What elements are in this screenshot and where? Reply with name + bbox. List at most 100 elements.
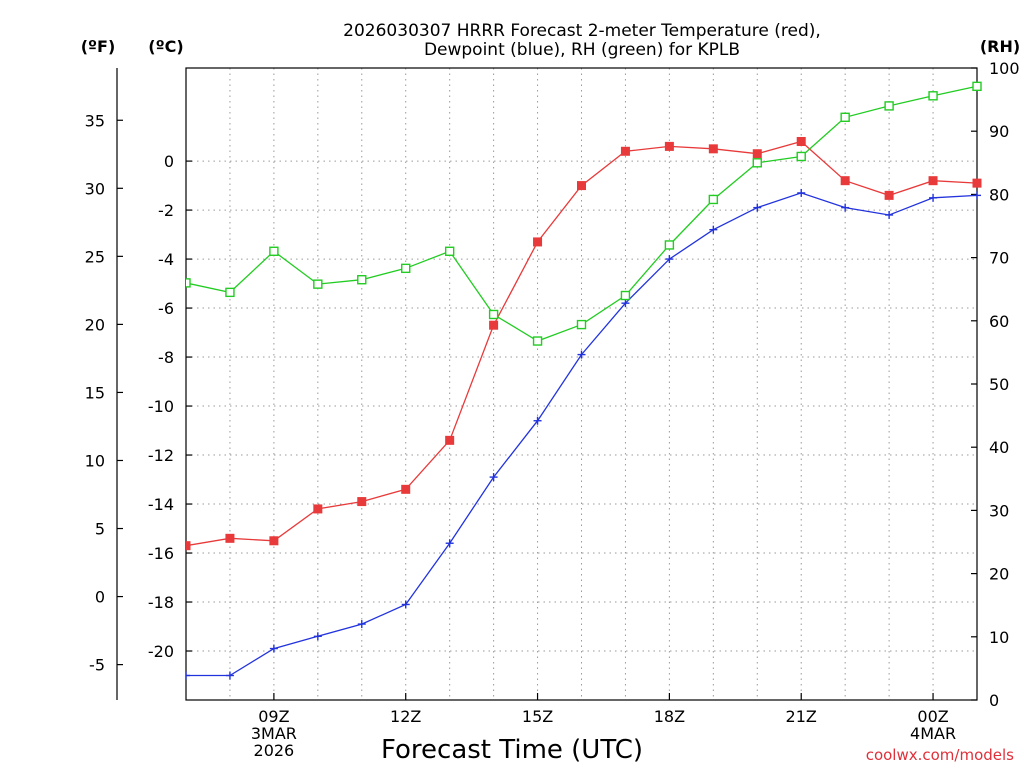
rh-point — [186, 278, 191, 288]
series-line-rh — [186, 85, 978, 342]
dewpoint-point — [665, 255, 674, 264]
fahrenheit-tick-label: 5 — [95, 520, 105, 539]
rh-point — [313, 279, 323, 289]
temperature-point — [972, 178, 982, 188]
rh-tick-label: 20 — [989, 565, 1009, 584]
temperature-point — [225, 533, 235, 543]
rh-point — [796, 151, 806, 162]
rh-tick-label: 50 — [989, 375, 1009, 394]
series-dewpoint — [186, 188, 981, 680]
rh-tick-label: 90 — [989, 122, 1009, 141]
rh-tick-label: 40 — [989, 438, 1009, 457]
rh-point — [576, 319, 587, 330]
x-tick-label: 2026 — [254, 741, 295, 760]
celsius-tick-label: -16 — [148, 544, 174, 563]
series-rh — [186, 81, 982, 346]
temperature-point — [401, 484, 411, 494]
dewpoint-point — [445, 539, 454, 548]
celsius-tick-label: -4 — [158, 250, 174, 269]
temperature-point — [928, 176, 938, 186]
temperature-point — [620, 146, 630, 156]
rh-point — [532, 336, 543, 346]
fahrenheit-tick-label: 20 — [85, 315, 105, 334]
x-tick-label: 15Z — [522, 707, 553, 726]
temperature-point — [445, 435, 455, 445]
celsius-tick-label: -10 — [148, 397, 174, 416]
celsius-unit-label: (ºC) — [148, 37, 183, 56]
temperature-point — [533, 237, 543, 247]
temperature-point — [186, 541, 191, 551]
dewpoint-point — [489, 473, 498, 482]
rh-point — [269, 246, 279, 256]
dewpoint-point — [753, 203, 762, 212]
series-line-dewpoint — [186, 192, 978, 677]
series-temperature — [186, 136, 982, 551]
rh-tick-label: 100 — [989, 59, 1020, 78]
temperature-point — [313, 504, 323, 514]
rh-tick-label: 30 — [989, 501, 1009, 520]
fahrenheit-tick-label: -5 — [89, 656, 105, 675]
axes: 35 30 25 20 15 10 50 -5 0 -2 -4 -6 -8 -10 -12 -14 -16 -18… — [85, 59, 1020, 760]
temperature-point — [752, 149, 762, 159]
rh-point — [752, 158, 762, 168]
rh-point — [620, 290, 631, 301]
dewpoint-point — [225, 671, 234, 680]
celsius-tick-label: -12 — [148, 446, 174, 465]
rh-point — [840, 112, 850, 122]
dewpoint-point — [401, 600, 410, 609]
chart-title: 2026030307 HRRR Forecast 2-meter Tempera… — [343, 21, 821, 60]
celsius-tick-label: -8 — [158, 348, 174, 367]
temperature-point — [577, 181, 586, 191]
rh-tick-label: 0 — [989, 691, 999, 710]
rh-point — [444, 246, 455, 256]
fahrenheit-tick-label: 30 — [85, 179, 105, 198]
temperature-point — [489, 320, 499, 330]
rh-tick-label: 60 — [989, 312, 1009, 331]
dewpoint-point — [973, 191, 981, 200]
temperature-point — [357, 497, 367, 507]
dewpoint-point — [621, 299, 630, 308]
data-series — [186, 81, 982, 680]
celsius-tick-label: -14 — [148, 495, 174, 514]
rh-point — [708, 194, 719, 205]
x-tick-label: 18Z — [654, 707, 685, 726]
rh-tick-label: 10 — [989, 628, 1009, 647]
dewpoint-point — [885, 210, 894, 219]
celsius-tick-label: -2 — [158, 201, 174, 220]
celsius-tick-label: -20 — [148, 642, 174, 661]
rh-point — [225, 287, 235, 298]
rh-point — [357, 275, 367, 285]
x-tick-label: 12Z — [390, 707, 421, 726]
celsius-tick-label: -6 — [158, 299, 174, 318]
temperature-point — [884, 190, 894, 200]
x-tick-label: 4MAR — [910, 724, 956, 743]
rh-point — [401, 263, 411, 274]
dewpoint-point — [929, 193, 938, 202]
fahrenheit-unit-label: (ºF) — [81, 37, 116, 56]
dewpoint-point — [577, 350, 586, 359]
rh-point — [972, 81, 982, 92]
dewpoint-point — [533, 416, 542, 425]
dewpoint-point — [313, 632, 322, 641]
chart-title-line-2: Dewpoint (blue), RH (green) for KPLB — [424, 40, 740, 60]
rh-tick-label: 80 — [989, 185, 1009, 204]
rh-point — [488, 309, 499, 320]
dewpoint-point — [357, 620, 366, 629]
rh-point — [884, 101, 894, 111]
fahrenheit-tick-label: 15 — [85, 383, 105, 402]
temperature-point — [796, 136, 806, 146]
temperature-point — [708, 144, 718, 154]
grid-lines — [186, 68, 977, 700]
dewpoint-point — [841, 203, 850, 212]
rh-tick-label: 70 — [989, 249, 1009, 268]
celsius-tick-label: -18 — [148, 593, 174, 612]
temperature-point — [840, 176, 850, 186]
x-axis-label: Forecast Time (UTC) — [381, 735, 643, 765]
rh-point — [928, 91, 938, 101]
fahrenheit-tick-label: 35 — [85, 111, 105, 130]
chart-title-line-1: 2026030307 HRRR Forecast 2-meter Tempera… — [343, 21, 821, 41]
fahrenheit-tick-label: 25 — [85, 247, 105, 266]
x-tick-label: 21Z — [786, 707, 817, 726]
rh-point — [664, 240, 675, 250]
